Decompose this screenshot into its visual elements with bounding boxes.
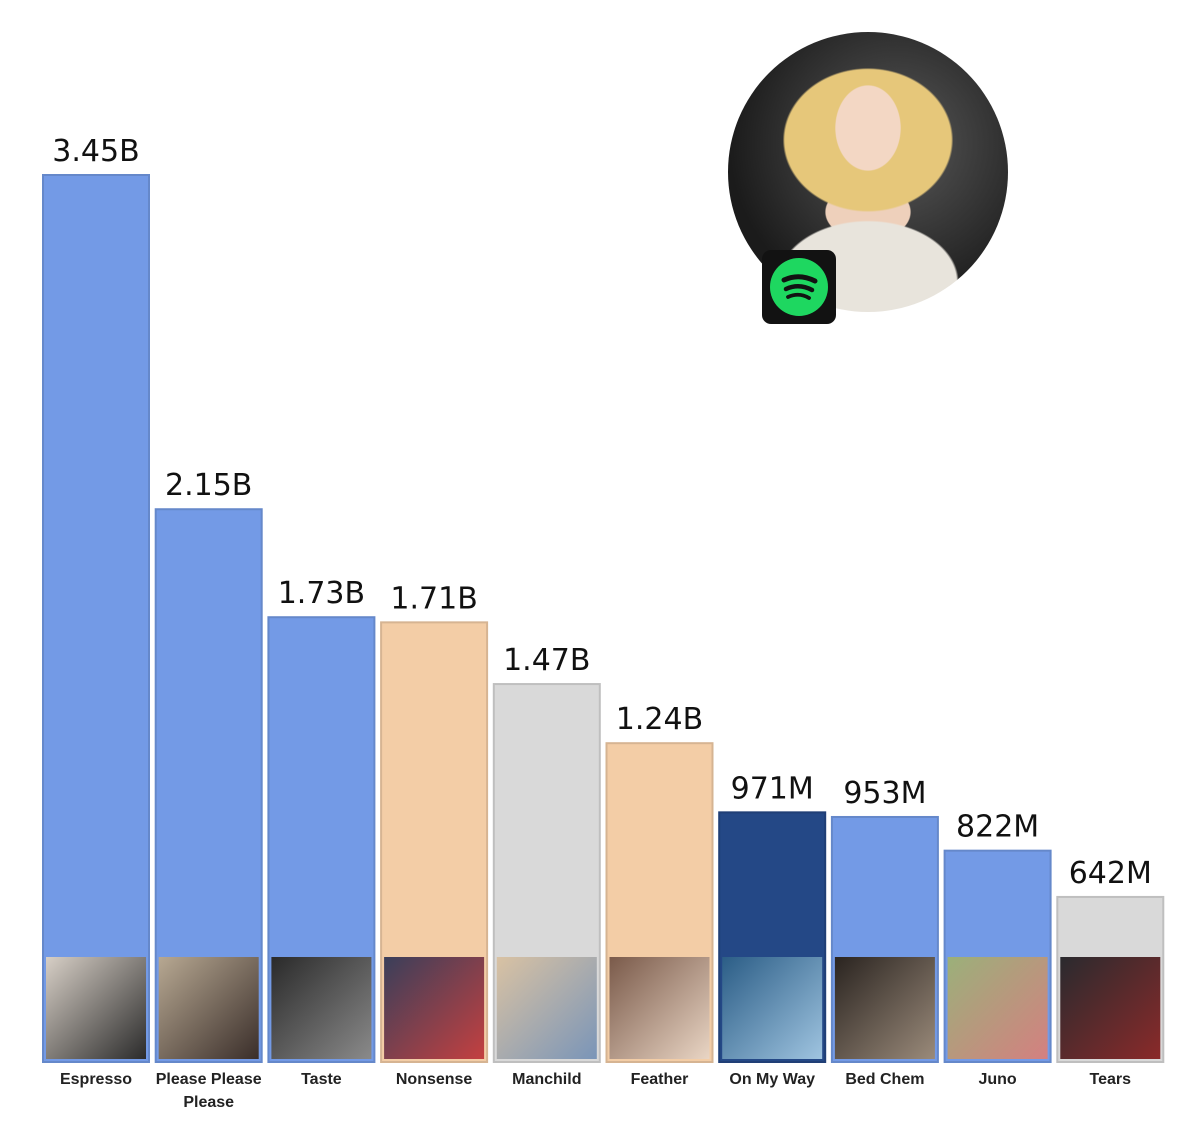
cover-art-feather: [609, 957, 710, 1059]
data-label-taste: 1.73B: [278, 576, 365, 611]
spotify-icon: [762, 250, 836, 324]
category-label-bed-chem: Bed Chem: [845, 1071, 924, 1088]
category-label-please-please-please-1: Please Please: [156, 1071, 262, 1088]
category-label-espresso: Espresso: [60, 1071, 132, 1088]
data-label-nonsense: 1.71B: [390, 581, 477, 616]
data-label-espresso: 3.45B: [52, 134, 139, 169]
data-label-tears: 642M: [1069, 856, 1152, 891]
category-label-manchild: Manchild: [512, 1071, 581, 1088]
category-label-please-please-please-2: Please: [183, 1094, 234, 1111]
category-label-nonsense: Nonsense: [396, 1071, 473, 1088]
cover-art-please-please-please: [158, 957, 259, 1059]
cover-art-taste: [271, 957, 372, 1059]
category-label-juno: Juno: [978, 1071, 1016, 1088]
data-label-bed-chem: 953M: [843, 776, 926, 811]
data-label-manchild: 1.47B: [503, 643, 590, 678]
cover-art-bed-chem: [834, 957, 935, 1059]
data-label-juno: 822M: [956, 810, 1039, 845]
category-label-on-my-way: On My Way: [729, 1071, 815, 1088]
category-label-taste: Taste: [301, 1071, 342, 1088]
cover-art-nonsense: [384, 957, 485, 1059]
category-label-tears: Tears: [1090, 1071, 1132, 1088]
bar-espresso: [42, 174, 150, 1063]
cover-art-on-my-way: [722, 957, 823, 1059]
cover-art-espresso: [46, 957, 146, 1059]
data-label-please-please-please: 2.15B: [165, 468, 252, 503]
cover-art-juno: [947, 957, 1048, 1059]
category-label-feather: Feather: [631, 1071, 689, 1088]
cover-art-tears: [1060, 957, 1161, 1059]
cover-art-manchild: [496, 957, 597, 1059]
data-label-feather: 1.24B: [616, 702, 703, 737]
data-label-on-my-way: 971M: [731, 771, 814, 806]
